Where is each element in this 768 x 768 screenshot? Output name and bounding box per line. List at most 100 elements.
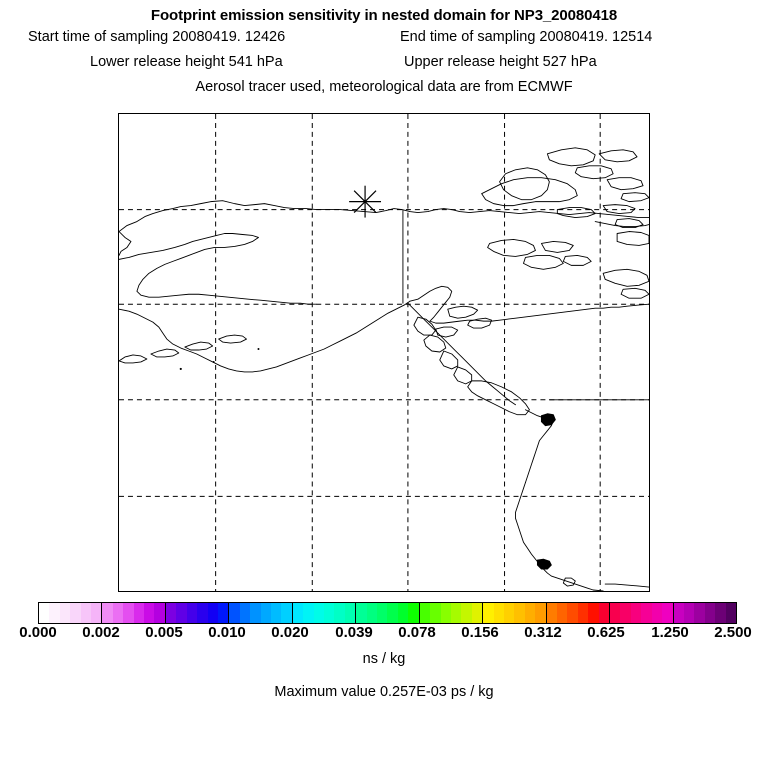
colorbar-step bbox=[461, 603, 472, 623]
colorbar-step bbox=[154, 603, 165, 623]
colorbar-step bbox=[610, 603, 621, 623]
map-coastlines bbox=[119, 147, 649, 591]
map-gridlines bbox=[119, 114, 649, 591]
colorbar-segment bbox=[292, 603, 357, 623]
lower-release-height-label: Lower release height 541 hPa bbox=[90, 54, 283, 70]
colorbar-step bbox=[430, 603, 441, 623]
colorbar-step bbox=[102, 603, 113, 623]
colorbar-segment bbox=[546, 603, 611, 623]
colorbar-step bbox=[39, 603, 50, 623]
colorbar-tick-label: 0.010 bbox=[208, 624, 246, 641]
colorbar-segment bbox=[165, 603, 230, 623]
colorbar-segment bbox=[419, 603, 484, 623]
colorbar-step bbox=[239, 603, 251, 623]
colorbar-step bbox=[344, 603, 356, 623]
colorbar-step bbox=[419, 603, 431, 623]
colorbar-step bbox=[207, 603, 218, 623]
colorbar-container bbox=[38, 602, 737, 624]
colorbar-unit-label: ns / kg bbox=[362, 651, 406, 667]
colorbar-step bbox=[598, 603, 610, 623]
colorbar-step bbox=[123, 603, 134, 623]
colorbar-step bbox=[440, 603, 451, 623]
colorbar-step bbox=[324, 603, 335, 623]
colorbar-step bbox=[270, 603, 282, 623]
colorbar-step bbox=[673, 603, 684, 623]
colorbar-tick-label: 0.020 bbox=[271, 624, 309, 641]
colorbar-tick-label: 2.500 bbox=[714, 624, 752, 641]
colorbar-step bbox=[524, 603, 536, 623]
colorbar-step bbox=[250, 603, 261, 623]
colorbar-step bbox=[567, 603, 578, 623]
colorbar-step bbox=[641, 603, 652, 623]
colorbar-segment bbox=[483, 603, 547, 623]
colorbar-step bbox=[715, 603, 726, 623]
start-time-label: Start time of sampling 20080419. 12426 bbox=[28, 29, 286, 45]
end-time-label: End time of sampling 20080419. 12514 bbox=[400, 29, 653, 45]
colorbar-step bbox=[366, 603, 378, 623]
map-canvas bbox=[119, 114, 649, 591]
colorbar-step bbox=[577, 603, 589, 623]
page-title: Footprint emission sensitivity in nested… bbox=[150, 7, 618, 24]
colorbar-step bbox=[503, 603, 515, 623]
colorbar-step bbox=[546, 603, 558, 623]
colorbar-step bbox=[651, 603, 663, 623]
colorbar-step bbox=[260, 603, 271, 623]
sampling-time-row: Start time of sampling 20080419. 12426 E… bbox=[0, 25, 768, 50]
colorbar-step bbox=[313, 603, 325, 623]
colorbar bbox=[38, 602, 737, 624]
colorbar-step bbox=[588, 603, 599, 623]
colorbar-step bbox=[91, 603, 102, 623]
colorbar-segment bbox=[356, 603, 420, 623]
colorbar-step bbox=[59, 603, 71, 623]
tracer-row: Aerosol tracer used, meteorological data… bbox=[0, 75, 768, 100]
release-height-row: Lower release height 541 hPa Upper relea… bbox=[0, 50, 768, 75]
colorbar-step bbox=[493, 603, 504, 623]
colorbar-step bbox=[165, 603, 177, 623]
colorbar-tick-label: 0.000 bbox=[19, 624, 57, 641]
colorbar-step bbox=[450, 603, 462, 623]
colorbar-step bbox=[229, 603, 240, 623]
colorbar-step bbox=[186, 603, 198, 623]
colorbar-step bbox=[694, 603, 705, 623]
tracer-meteorology-label: Aerosol tracer used, meteorological data… bbox=[195, 79, 573, 95]
colorbar-step bbox=[133, 603, 145, 623]
colorbar-step bbox=[377, 603, 388, 623]
colorbar-segment bbox=[39, 603, 103, 623]
colorbar-tick-label: 0.156 bbox=[461, 624, 499, 641]
colorbar-step bbox=[471, 603, 483, 623]
colorbar-step bbox=[303, 603, 314, 623]
map-plot-frame bbox=[118, 113, 650, 592]
header-block: Footprint emission sensitivity in nested… bbox=[0, 0, 768, 100]
colorbar-step bbox=[725, 603, 736, 623]
colorbar-step bbox=[704, 603, 716, 623]
colorbar-step bbox=[662, 603, 673, 623]
release-location-marker bbox=[349, 185, 382, 218]
colorbar-tick-label: 0.039 bbox=[335, 624, 373, 641]
colorbar-segment bbox=[673, 603, 736, 623]
maximum-value-label: Maximum value 0.257E-03 ps / kg bbox=[274, 684, 494, 700]
colorbar-step bbox=[334, 603, 345, 623]
colorbar-tick-label: 0.078 bbox=[398, 624, 436, 641]
colorbar-step bbox=[683, 603, 695, 623]
colorbar-step bbox=[408, 603, 419, 623]
colorbar-step bbox=[144, 603, 155, 623]
colorbar-step bbox=[197, 603, 208, 623]
colorbar-step bbox=[176, 603, 187, 623]
colorbar-tick-label: 0.005 bbox=[145, 624, 183, 641]
colorbar-step bbox=[292, 603, 304, 623]
colorbar-step bbox=[217, 603, 229, 623]
colorbar-step bbox=[70, 603, 81, 623]
colorbar-segment bbox=[610, 603, 674, 623]
colorbar-step bbox=[535, 603, 546, 623]
colorbar-tick-label: 0.312 bbox=[524, 624, 562, 641]
colorbar-step bbox=[620, 603, 631, 623]
colorbar-segment bbox=[102, 603, 166, 623]
colorbar-tick-label: 1.250 bbox=[651, 624, 689, 641]
colorbar-step bbox=[49, 603, 60, 623]
colorbar-segment bbox=[229, 603, 293, 623]
colorbar-step bbox=[630, 603, 642, 623]
colorbar-step bbox=[80, 603, 92, 623]
colorbar-step bbox=[483, 603, 494, 623]
colorbar-step bbox=[356, 603, 367, 623]
